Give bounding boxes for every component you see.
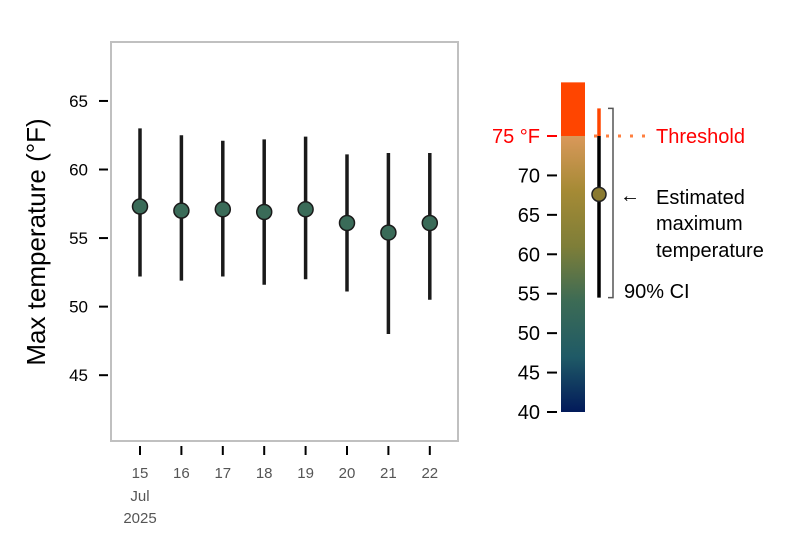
x-tick-label: 17 [214, 465, 231, 482]
x-sublabel-month: Jul [130, 488, 149, 505]
x-tick-label: 21 [380, 465, 397, 482]
y-tick-label: 55 [69, 229, 88, 248]
data-point [214, 201, 232, 218]
threshold-text: Threshold [656, 126, 745, 148]
x-tick-label: 22 [421, 465, 438, 482]
y-tick-label: 50 [69, 298, 88, 317]
legend-tick-label: 45 [518, 363, 540, 385]
data-point [173, 202, 190, 219]
x-tick-label: 15 [132, 465, 149, 482]
data-point [380, 224, 397, 241]
legend-tick-label: 65 [518, 205, 540, 227]
estimate-label-3: temperature [656, 240, 764, 262]
data-point [255, 203, 273, 221]
above-threshold-bar [561, 82, 585, 136]
x-tick-label: 20 [339, 465, 356, 482]
x-tick-label: 19 [297, 465, 314, 482]
legend-tick-label: 50 [518, 323, 540, 345]
estimate-label-2: maximum [656, 213, 743, 235]
estimate-label-1: Estimated [656, 187, 745, 209]
threshold-label: 75 °F [492, 126, 540, 148]
main-plot: Max temperature (°F) 45 50 55 60 65 15 16 17 18… [21, 41, 459, 527]
y-tick-label: 45 [69, 366, 88, 385]
data-point [131, 198, 149, 215]
legend-tick-label: 55 [518, 284, 540, 306]
legend-key: 40 45 50 55 60 65 70 75 °F Threshold ← Estimat… [492, 82, 764, 424]
legend-tick-label: 70 [518, 165, 540, 187]
legend-estimate-point [591, 186, 607, 203]
data-point [297, 201, 314, 218]
y-tick-label: 65 [69, 92, 88, 111]
x-tick-label: 18 [256, 465, 273, 482]
arrow-icon: ← [620, 185, 640, 207]
legend-tick-label: 40 [518, 402, 540, 424]
data-point [338, 214, 356, 232]
x-sublabel-year: 2025 [123, 510, 156, 527]
data-point [421, 214, 439, 232]
x-tick-label: 16 [173, 465, 190, 482]
y-axis-label: Max temperature (°F) [21, 118, 51, 365]
color-scale-bar [561, 135, 585, 413]
plot-frame [110, 41, 459, 442]
ci-bracket [608, 107, 614, 299]
y-tick-label: 60 [69, 161, 88, 180]
legend-tick-label: 60 [518, 244, 540, 266]
ci-label: 90% CI [624, 281, 690, 303]
